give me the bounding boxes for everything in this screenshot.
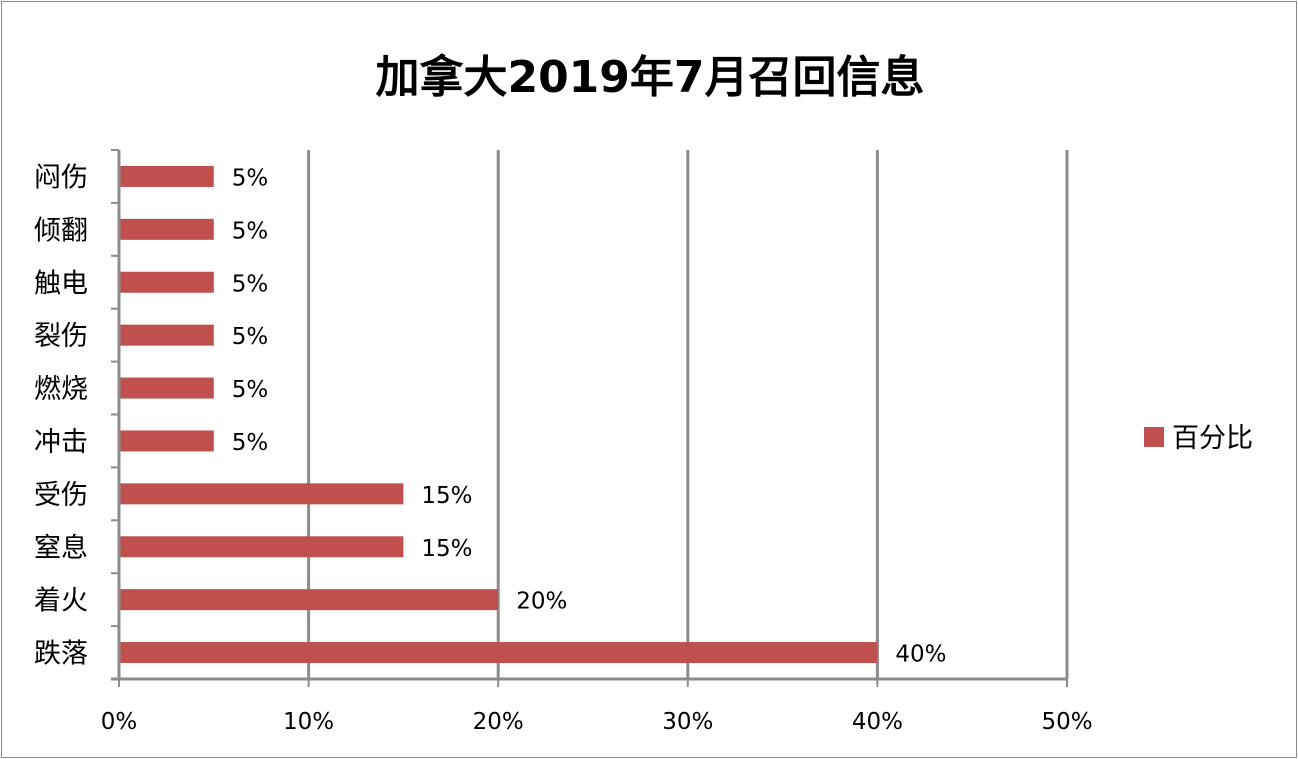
data-label: 40% [895,642,946,668]
bar [120,430,214,452]
category-label: 着火 [34,586,88,617]
category-label: 触电 [34,268,88,299]
bar [120,165,214,187]
legend: 百分比 [1144,423,1253,454]
bar [120,324,214,346]
bar [120,589,499,611]
x-tick-label: 0% [101,709,138,735]
axes [111,149,1068,687]
data-label: 5% [232,377,268,403]
bar [120,377,214,399]
data-label: 5% [232,430,268,456]
bars [120,165,878,664]
x-tick-label: 50% [1041,709,1092,735]
legend-label: 百分比 [1172,423,1253,454]
x-tick-label: 10% [283,709,334,735]
category-label: 受伤 [34,480,88,511]
x-tick-label: 20% [473,709,524,735]
category-label: 窒息 [34,533,88,564]
bar [120,271,214,293]
category-label: 闷伤 [34,162,88,193]
bar [120,218,214,240]
category-label: 裂伤 [34,321,88,352]
category-label: 燃烧 [34,374,88,405]
category-label: 倾翻 [34,215,88,246]
category-label: 跌落 [34,639,88,670]
bar [120,483,404,505]
data-label: 5% [232,324,268,350]
category-label: 冲击 [34,427,88,458]
data-label: 5% [232,271,268,297]
data-label: 5% [232,218,268,244]
bar [120,642,878,664]
chart-title: 加拿大2019年7月召回信息 [375,52,924,103]
data-label: 20% [516,589,567,615]
bar [120,536,404,558]
data-label: 15% [421,536,472,562]
x-tick-label: 40% [852,709,903,735]
x-tick-label: 30% [662,709,713,735]
data-label: 5% [232,165,268,191]
labels: 0% 10% 20% 30% 40% 50% 40% 跌落 20% 着火 15% 窒息 15% 受伤 5% 冲… [34,162,1093,735]
legend-swatch [1144,427,1164,447]
data-label: 15% [421,483,472,509]
